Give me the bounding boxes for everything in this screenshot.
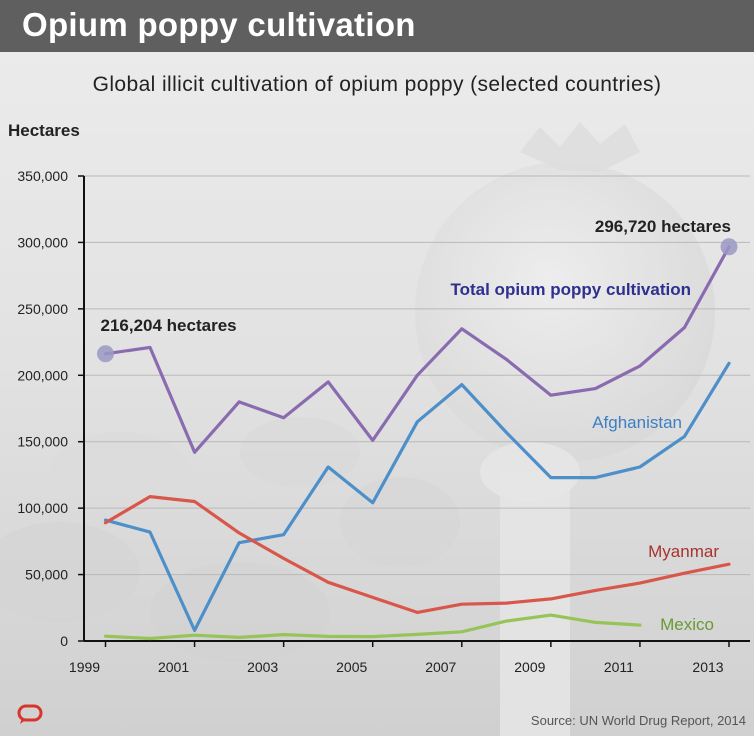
series-line-mexico [103, 613, 642, 641]
page-title: Opium poppy cultivation [22, 6, 416, 43]
y-tick-label: 100,000 [17, 500, 68, 516]
annotation-marker [720, 238, 738, 256]
x-tick-label: 2013 [692, 659, 723, 675]
gridlines [84, 175, 750, 576]
header-bar: Opium poppy cultivation [0, 0, 754, 52]
series-label-mexico: Mexico [660, 615, 714, 634]
series-line-afghanistan [103, 361, 731, 633]
poppy-background-art [0, 52, 754, 736]
series-label-myanmar: Myanmar [648, 542, 719, 561]
y-axis-ticks: 0 50,000 100,000 150,000 200,000 250,000 300,0… [17, 168, 84, 649]
chart-subtitle: Global illicit cultivation of opium popp… [92, 73, 662, 96]
x-tick-label: 1999 [69, 659, 100, 675]
y-tick-label: 50,000 [25, 567, 68, 583]
annotation-end: 296,720 hectares [595, 217, 731, 236]
publisher-logo-icon [17, 704, 43, 724]
x-tick-label: 2005 [336, 659, 367, 675]
series-label-total: Total opium poppy cultivation [450, 280, 691, 299]
y-tick-label: 300,000 [17, 234, 68, 250]
y-tick-label: 150,000 [17, 434, 68, 450]
series-line-total [103, 245, 731, 454]
y-tick-label: 0 [60, 633, 68, 649]
chart-labels: 216,204 hectares 296,720 hectares Total op… [101, 217, 732, 634]
x-tick-label: 2003 [247, 659, 278, 675]
x-tick-label: 2011 [604, 659, 634, 675]
x-axis-ticks: 1999 2001 2003 2005 2007 2009 2011 2013 [69, 641, 730, 675]
y-axis-label: Hectares [8, 121, 80, 140]
y-tick-label: 350,000 [17, 168, 68, 184]
annotation-markers [97, 238, 738, 363]
x-tick-label: 2007 [425, 659, 456, 675]
x-tick-label: 2009 [514, 659, 545, 675]
source-note: Source: UN World Drug Report, 2014 [530, 713, 746, 728]
series-lines [103, 245, 731, 641]
annotation-marker [97, 345, 114, 363]
y-tick-label: 200,000 [17, 367, 68, 383]
annotation-start: 216,204 hectares [101, 316, 237, 335]
x-tick-label: 2001 [158, 659, 189, 675]
series-label-afghanistan: Afghanistan [592, 413, 682, 432]
series-line-myanmar [103, 495, 731, 615]
y-tick-label: 250,000 [17, 301, 68, 317]
